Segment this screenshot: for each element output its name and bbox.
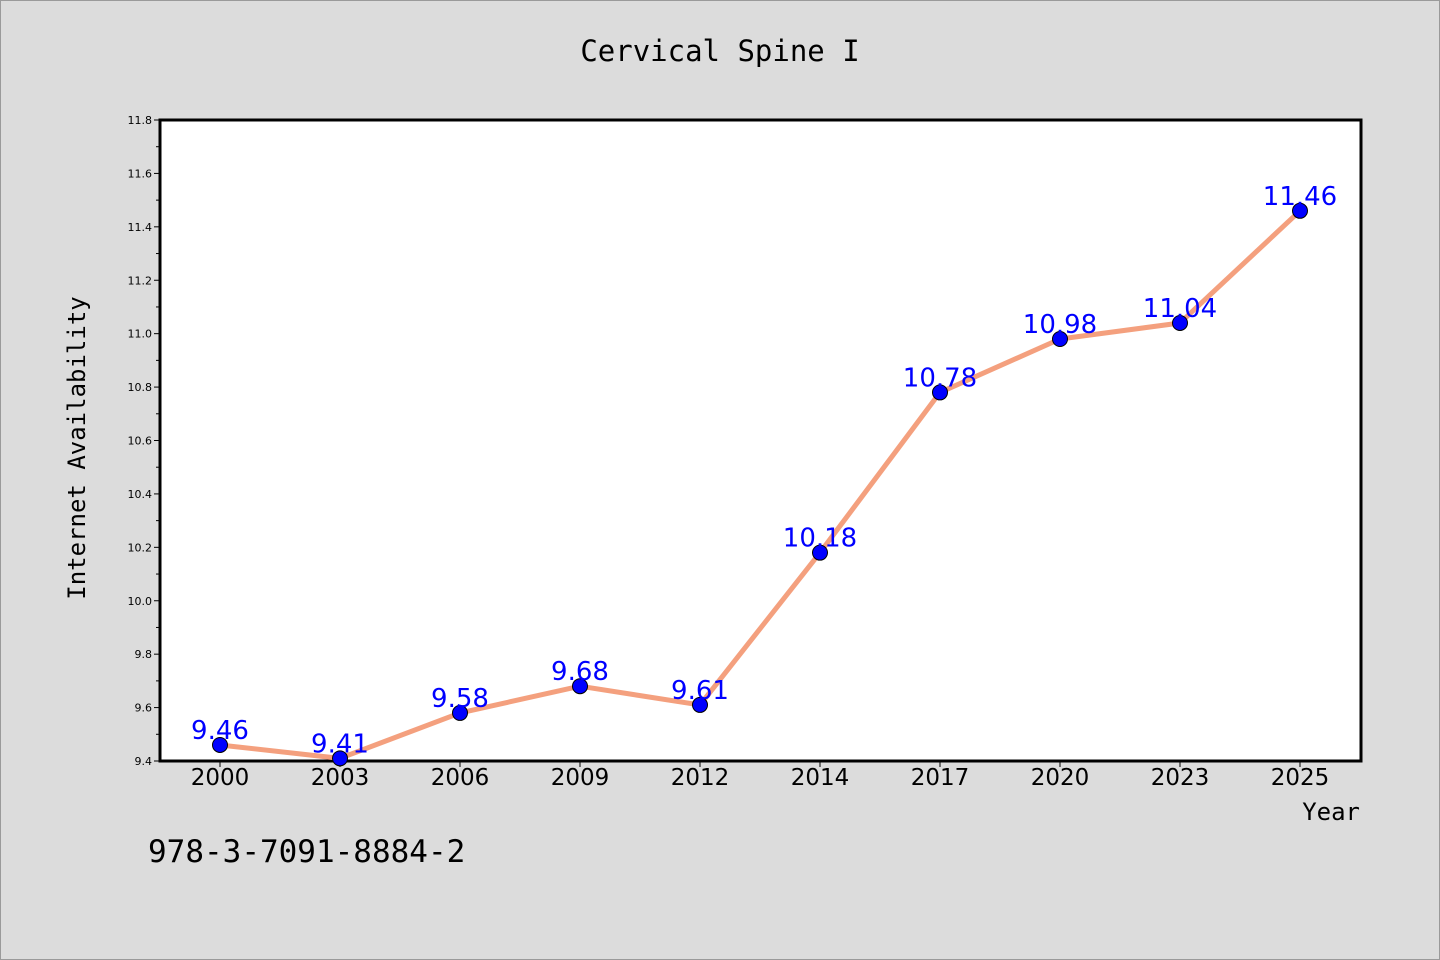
x-tick-label: 2003 — [311, 765, 370, 791]
data-label: 10.78 — [903, 363, 977, 393]
x-tick-label: 2017 — [911, 765, 970, 791]
y-tick-label: 10.4 — [128, 488, 153, 501]
series-line — [219, 208, 1302, 761]
data-label: 9.41 — [311, 729, 369, 759]
x-tick-label: 2000 — [191, 765, 250, 791]
data-point — [332, 750, 348, 767]
chart-title: Cervical Spine I — [580, 34, 860, 68]
x-tick-label: 2020 — [1031, 765, 1090, 791]
x-tick-label: 2009 — [551, 765, 610, 791]
y-axis: 9.4 9.6 9.8 10.0 10.2 10.4 10.6 10.8 11.0 11.2 11.… — [128, 114, 160, 768]
plot-area — [158, 118, 1363, 763]
y-tick-label: 9.4 — [135, 755, 153, 768]
x-tick-label: 2012 — [671, 765, 730, 791]
data-label: 10.98 — [1023, 310, 1097, 340]
series-markers — [212, 202, 1308, 767]
data-label: 10.18 — [783, 524, 857, 554]
data-labels: 9.46 9.41 9.58 9.68 9.61 10.18 10.78 10.98 11.04… — [191, 182, 1337, 760]
data-point — [812, 544, 828, 561]
y-tick-label: 10.6 — [128, 435, 153, 448]
data-point — [452, 704, 468, 721]
y-tick-label: 10.8 — [128, 381, 153, 394]
x-axis-label: Year — [1302, 798, 1360, 826]
data-point — [932, 384, 948, 401]
y-tick-label: 10.2 — [128, 541, 153, 554]
data-label: 9.46 — [191, 716, 249, 746]
data-point — [1052, 331, 1068, 348]
data-label: 11.04 — [1143, 294, 1217, 324]
x-tick-label: 2006 — [431, 765, 490, 791]
data-point — [572, 678, 588, 695]
isbn-code: 978-3-7091-8884-2 — [148, 834, 466, 870]
data-point — [692, 696, 708, 713]
y-tick-label: 11.6 — [128, 167, 153, 180]
y-tick-label: 11.0 — [128, 328, 153, 341]
x-tick-label: 2023 — [1151, 765, 1210, 791]
y-tick-label: 11.8 — [128, 114, 153, 127]
y-tick-label: 11.2 — [128, 274, 153, 287]
x-tick-label: 2025 — [1271, 765, 1330, 791]
y-tick-label: 9.8 — [135, 648, 153, 661]
data-label: 11.46 — [1263, 182, 1337, 212]
y-tick-label: 11.4 — [128, 221, 153, 234]
x-tick-label: 2014 — [791, 765, 850, 791]
data-point — [1172, 314, 1188, 331]
y-tick-label: 9.6 — [135, 702, 153, 715]
x-axis: 2000 2003 2006 2009 2012 2014 2017 2020 2023 2025 — [191, 761, 1330, 791]
data-point — [1292, 202, 1308, 219]
data-point — [212, 736, 228, 753]
data-label: 9.61 — [671, 676, 729, 706]
y-axis-label: Internet Availability — [63, 296, 91, 599]
y-tick-label: 10.0 — [128, 595, 153, 608]
data-label: 9.58 — [431, 684, 489, 714]
data-label: 9.68 — [551, 657, 609, 687]
